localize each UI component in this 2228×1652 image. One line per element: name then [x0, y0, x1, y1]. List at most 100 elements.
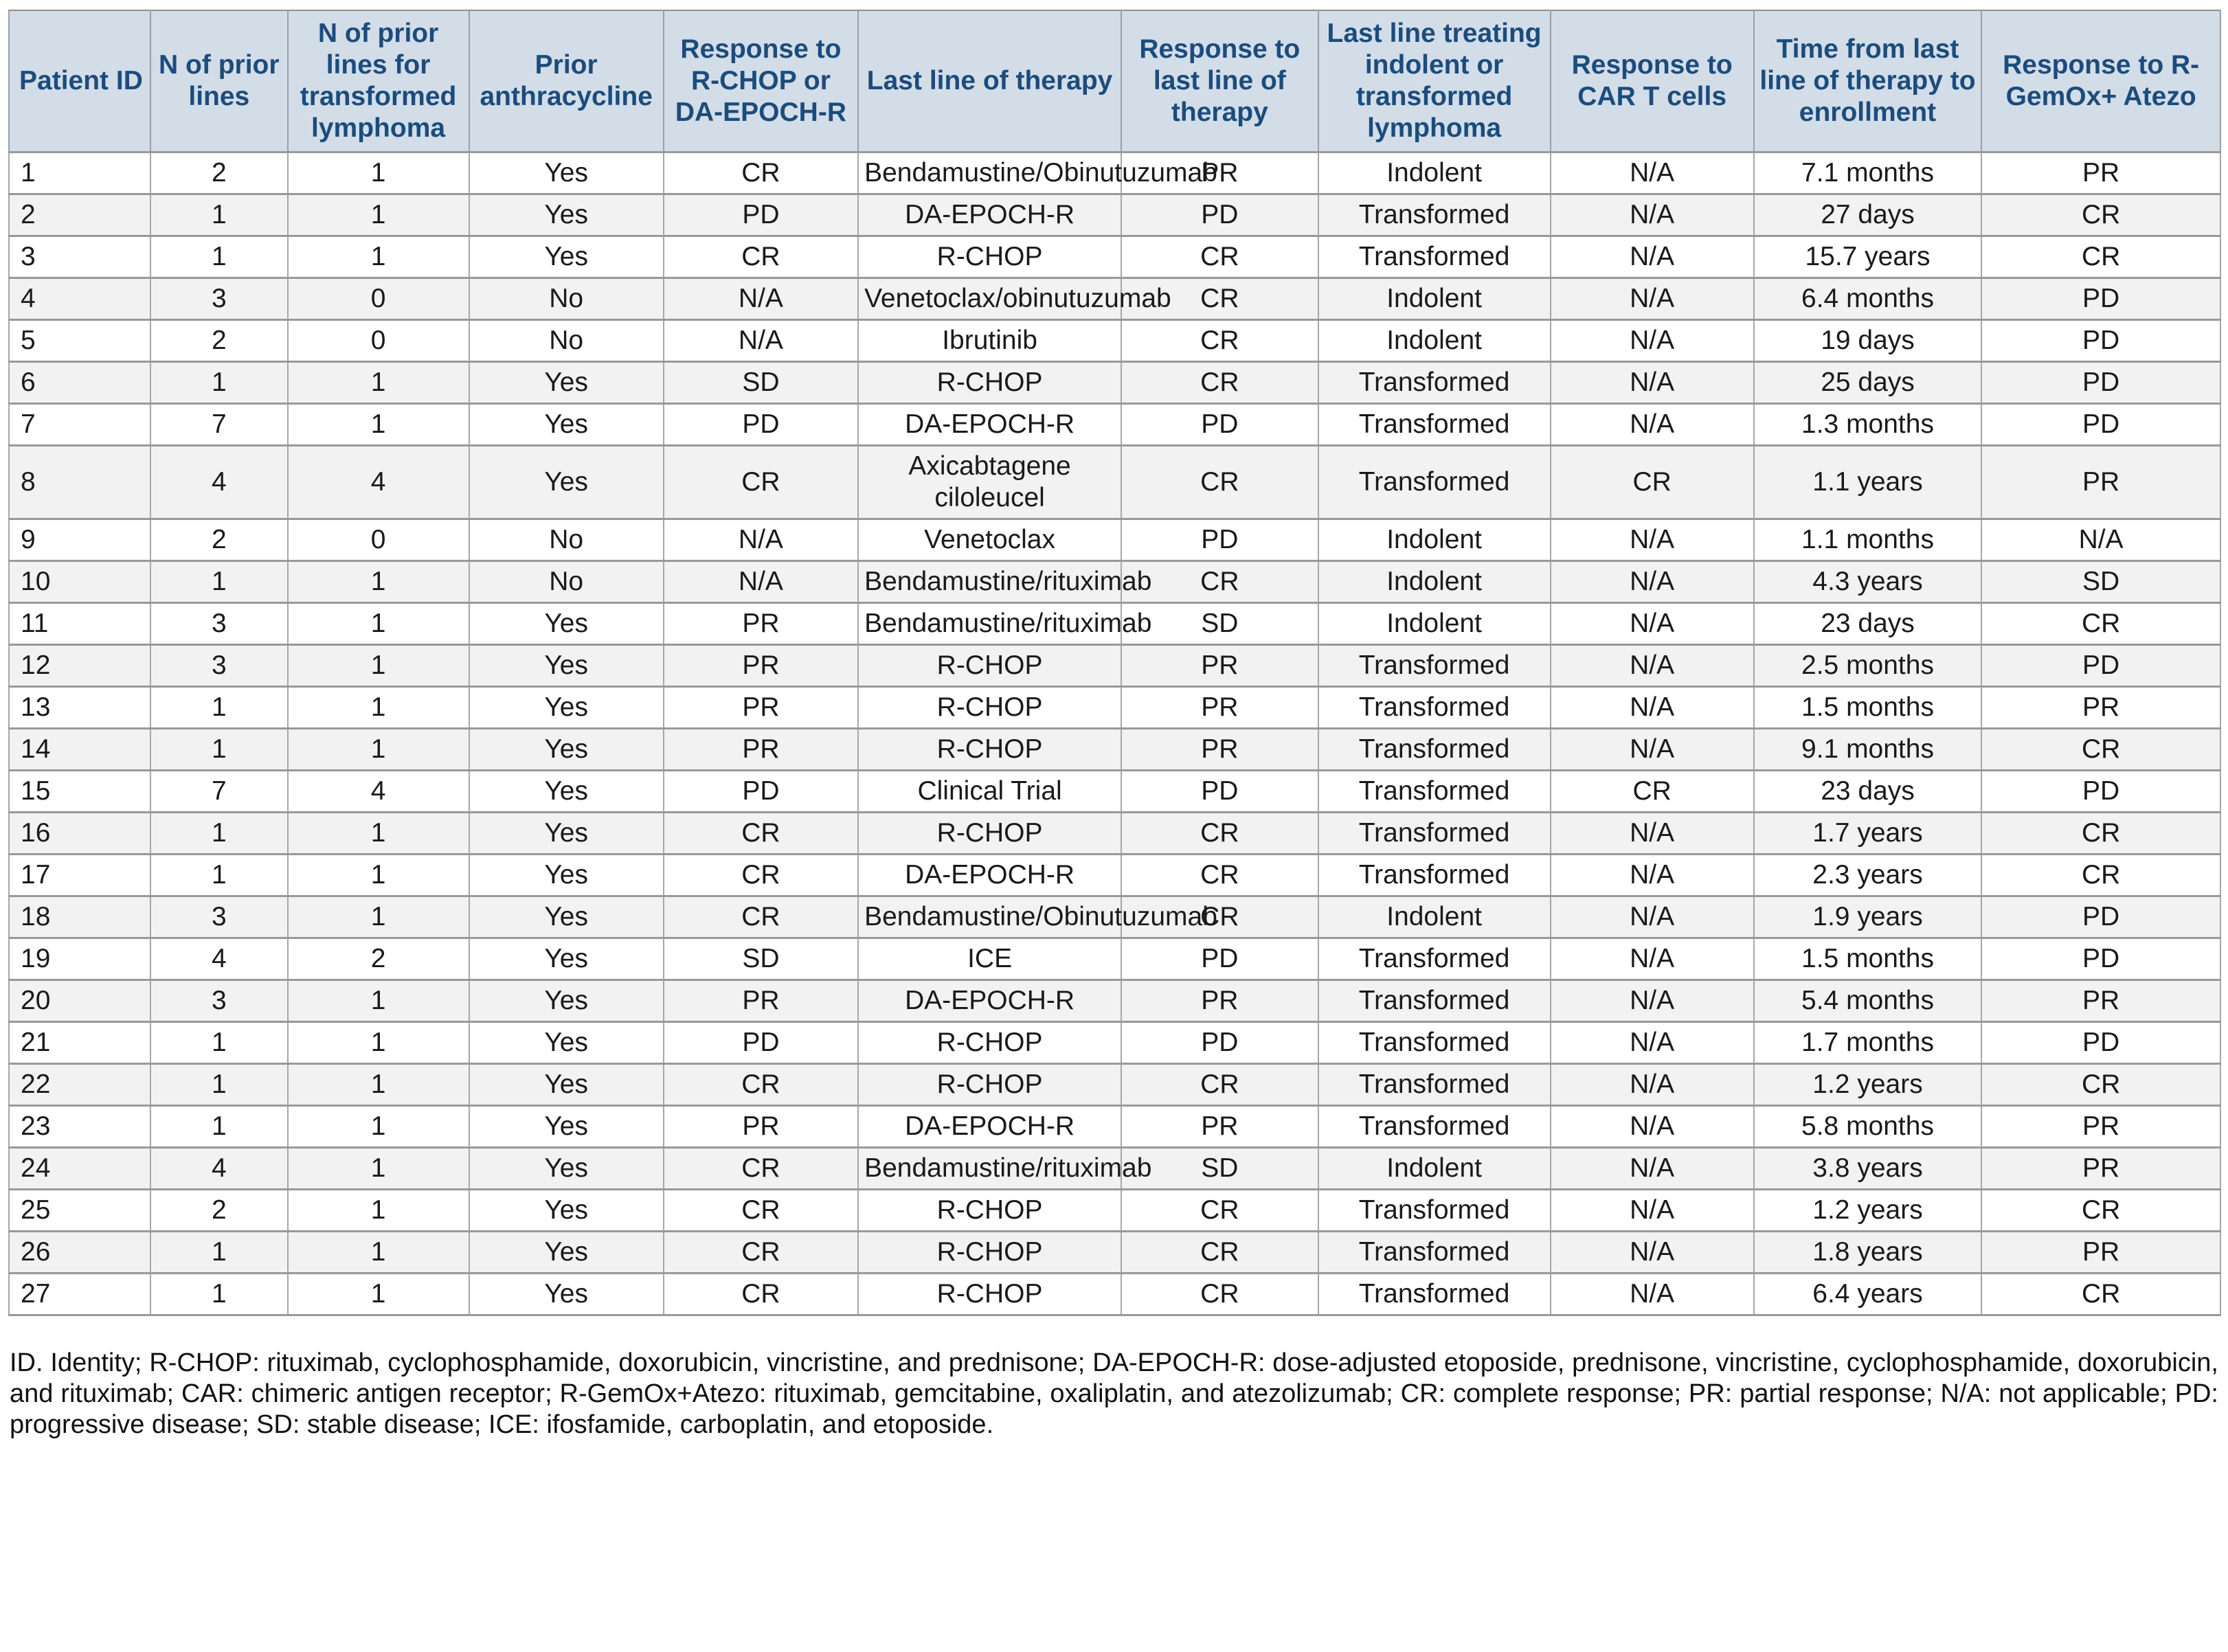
table-cell: Yes: [468, 403, 664, 447]
patient-id-cell: 7: [8, 403, 152, 447]
patient-id-cell: 2: [8, 193, 152, 238]
table-cell: 1: [286, 403, 470, 447]
patient-id-cell: 10: [8, 560, 152, 604]
table-cell: 1: [286, 602, 470, 646]
table-cell: Yes: [468, 193, 664, 238]
table-cell: CR: [1981, 1272, 2221, 1317]
table-cell: 6.4 years: [1753, 1272, 1983, 1317]
patient-id-cell: 11: [8, 602, 152, 646]
table-cell: R-CHOP: [857, 686, 1123, 730]
table-row: 11 3 1 Yes PR Bendamustine/rituximab SD Indolen…: [8, 602, 2221, 646]
table-cell: PD: [1981, 769, 2221, 814]
column-header: Patient ID: [8, 10, 152, 153]
table-cell: Yes: [468, 811, 664, 856]
table-cell: 2: [150, 151, 289, 196]
table-cell: CR: [1549, 444, 1755, 521]
table-cell: PR: [1981, 1105, 2221, 1149]
table-cell: R-CHOP: [857, 727, 1123, 772]
table-cell: 1: [286, 1272, 470, 1317]
table-cell: No: [468, 277, 664, 321]
table-cell: N/A: [1549, 1105, 1755, 1149]
table-cell: Yes: [468, 1188, 664, 1233]
table-cell: CR: [1981, 1188, 2221, 1233]
table-cell: PD: [1121, 937, 1319, 982]
table-cell: CR: [662, 151, 859, 196]
patient-id-cell: 1: [8, 151, 152, 196]
table-cell: 4: [150, 1146, 289, 1191]
table-cell: 1.8 years: [1753, 1230, 1983, 1275]
table-cell: PD: [662, 403, 859, 447]
table-cell: 1: [150, 1063, 289, 1107]
table-row: 6 1 1 Yes SD R-CHOP CR Transformed N/A 25 days PD: [8, 361, 2221, 405]
table-cell: 1: [286, 686, 470, 730]
table-cell: 1.2 years: [1753, 1063, 1983, 1107]
table-cell: 1: [150, 727, 289, 772]
table-row: 2 1 1 Yes PD DA-EPOCH-R PD Transformed N/A 27 day…: [8, 193, 2221, 238]
table-cell: PR: [662, 686, 859, 730]
table-cell: Venetoclax: [857, 518, 1123, 563]
table-cell: Yes: [468, 895, 664, 940]
table-cell: N/A: [662, 277, 859, 321]
table-cell: 3: [150, 979, 289, 1023]
table-cell: PR: [1981, 686, 2221, 730]
table-cell: N/A: [1549, 319, 1755, 363]
table-cell: PR: [1981, 151, 2221, 196]
table-row: 4 3 0 No N/A Venetoclax/obinutuzumab CR Indolen…: [8, 277, 2221, 321]
table-cell: Transformed: [1317, 1105, 1551, 1149]
table-row: 24 4 1 Yes CR Bendamustine/rituximab SD Indolen…: [8, 1146, 2221, 1191]
table-cell: Clinical Trial: [857, 769, 1123, 814]
table-cell: Yes: [468, 1230, 664, 1275]
table-cell: N/A: [662, 560, 859, 604]
table-cell: Indolent: [1317, 151, 1551, 196]
table-cell: 7: [150, 403, 289, 447]
table-row: 16 1 1 Yes CR R-CHOP CR Transformed N/A 1.7 years…: [8, 811, 2221, 856]
patient-id-cell: 12: [8, 644, 152, 688]
column-header: N of prior lines: [150, 10, 289, 153]
table-row: 13 1 1 Yes PR R-CHOP PR Transformed N/A 1.5 month…: [8, 686, 2221, 730]
table-cell: Transformed: [1317, 235, 1551, 280]
table-cell: N/A: [1549, 1272, 1755, 1317]
table-cell: 0: [286, 319, 470, 363]
table-cell: CR: [662, 235, 859, 280]
column-header: Response to R-GemOx+ Atezo: [1981, 10, 2221, 153]
table-cell: Transformed: [1317, 1063, 1551, 1107]
table-cell: 7.1 months: [1753, 151, 1983, 196]
table-row: 18 3 1 Yes CR Bendamustine/Obinutuzumab CR Indo…: [8, 895, 2221, 940]
table-cell: N/A: [1549, 979, 1755, 1023]
table-cell: 4: [150, 444, 289, 521]
table-cell: N/A: [1549, 602, 1755, 646]
table-cell: Yes: [468, 1272, 664, 1317]
table-cell: Venetoclax/obinutuzumab: [857, 277, 1171, 321]
table-cell: CR: [662, 444, 859, 521]
table-cell: 1: [286, 560, 470, 604]
table-cell: No: [468, 319, 664, 363]
table-cell: Transformed: [1317, 1188, 1551, 1233]
table-row: 25 2 1 Yes CR R-CHOP CR Transformed N/A 1.2 years…: [8, 1188, 2221, 1233]
table-row: 7 7 1 Yes PD DA-EPOCH-R PD Transformed N/A 1.3 mo…: [8, 403, 2221, 447]
table-row: 27 1 1 Yes CR R-CHOP CR Transformed N/A 6.4 years…: [8, 1272, 2221, 1317]
table-cell: Yes: [468, 602, 664, 646]
table-cell: PR: [1981, 444, 2221, 521]
table-row: 10 1 1 No N/A Bendamustine/rituximab CR Indolen…: [8, 560, 2221, 604]
table-cell: CR: [1121, 560, 1319, 604]
table-cell: Indolent: [1317, 895, 1551, 940]
table-cell: N/A: [1549, 1146, 1755, 1191]
table-cell: 1: [286, 853, 470, 898]
patient-id-cell: 3: [8, 235, 152, 280]
patient-id-cell: 15: [8, 769, 152, 814]
table-cell: Transformed: [1317, 937, 1551, 982]
table-cell: Indolent: [1317, 1146, 1551, 1191]
patient-id-cell: 8: [8, 444, 152, 521]
patient-id-cell: 13: [8, 686, 152, 730]
patient-id-cell: 22: [8, 1063, 152, 1107]
table-cell: 4: [150, 937, 289, 982]
table-cell: N/A: [1549, 403, 1755, 447]
table-cell: 1: [286, 727, 470, 772]
table-cell: N/A: [1549, 235, 1755, 280]
table-cell: Indolent: [1317, 319, 1551, 363]
table-cell: Transformed: [1317, 1230, 1551, 1275]
table-cell: PR: [1121, 1105, 1319, 1149]
table-cell: PD: [1121, 193, 1319, 238]
table-cell: Yes: [468, 151, 664, 196]
table-cell: R-CHOP: [857, 235, 1123, 280]
